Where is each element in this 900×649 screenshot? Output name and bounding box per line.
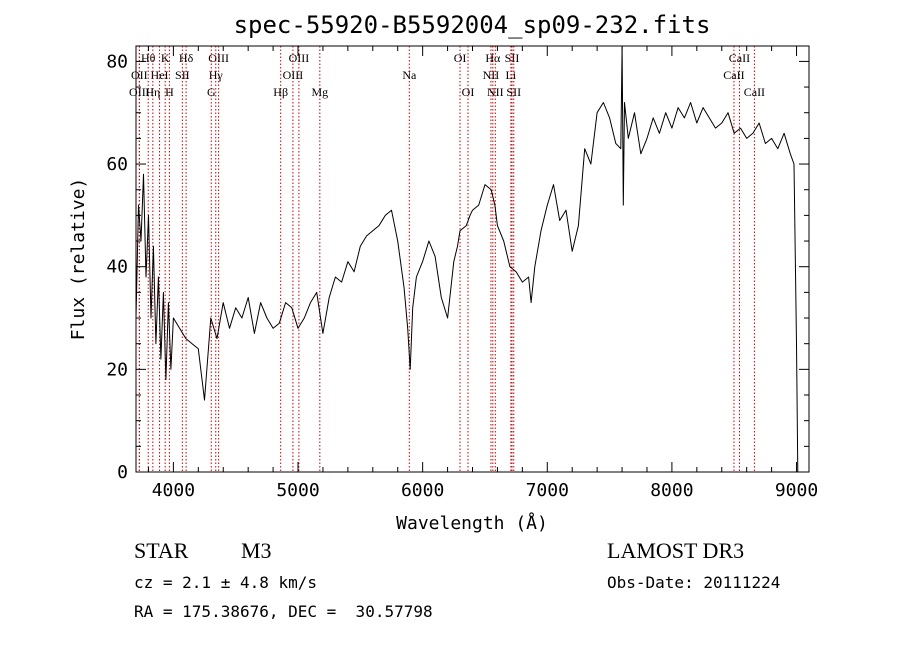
y-tick-label: 20 — [106, 359, 128, 380]
spectral-line-label: OIII — [129, 85, 150, 99]
spectral-line-label: Mg — [311, 85, 328, 99]
spectral-line-label: Li — [506, 68, 517, 82]
spectral-line-label: Hα — [485, 51, 501, 65]
spectral-line-label: Hβ — [273, 85, 288, 99]
spectral-line-label: K — [161, 51, 170, 65]
spectral-line-label: OI — [454, 51, 467, 65]
y-tick-label: 40 — [106, 257, 128, 278]
redshift-cz: cz = 2.1 ± 4.8 km/s — [134, 573, 318, 592]
chart-title: spec-55920-B5592004_sp09-232.fits — [234, 11, 711, 39]
y-tick-label: 80 — [106, 51, 128, 72]
x-tick-label: 5000 — [276, 480, 319, 501]
x-tick-label: 6000 — [401, 480, 444, 501]
x-tick-label: 7000 — [526, 480, 569, 501]
axis-ticks: 4000 5000 6000 7000 8000 9000 0 20 40 60 80 — [106, 46, 818, 501]
spectral-line-label: SII — [506, 85, 521, 99]
spectral-line-label: G — [207, 85, 216, 99]
obs-date: Obs-Date: 20111224 — [607, 573, 781, 592]
spectral-line-label: OIII — [283, 68, 304, 82]
spectral-line-label: OIII — [289, 51, 310, 65]
survey-name: LAMOST DR3 — [607, 538, 745, 563]
spectral-line-label: OIII — [208, 51, 229, 65]
spectrum-series — [135, 45, 799, 473]
spectrum-line — [135, 45, 799, 473]
x-tick-label: 8000 — [650, 480, 693, 501]
spectral-line-label: Hγ — [209, 68, 224, 82]
y-tick-label: 60 — [106, 154, 128, 175]
object-subclass: M3 — [241, 538, 272, 563]
spectral-line-label: CaII — [723, 68, 744, 82]
spectral-line-label: HeI — [151, 68, 169, 82]
spectral-line-label: NII — [483, 68, 500, 82]
spectral-line-label: Hδ — [179, 51, 194, 65]
object-class: STAR — [134, 538, 189, 563]
coordinates: RA = 175.38676, DEC = 30.57798 — [134, 602, 433, 621]
spectral-line-label: NII — [487, 85, 504, 99]
y-axis-label: Flux (relative) — [68, 178, 89, 341]
spectral-line-label: OI — [462, 85, 475, 99]
spectral-line-label: SII — [175, 68, 190, 82]
spectral-line-label: Hη — [145, 85, 160, 99]
x-tick-label: 9000 — [775, 480, 818, 501]
spectral-line-label: H — [165, 85, 174, 99]
y-tick-label: 0 — [117, 462, 128, 483]
spectral-line-label: CaII — [744, 85, 765, 99]
spectral-line-label: Hθ — [141, 51, 156, 65]
x-tick-label: 4000 — [152, 480, 195, 501]
spectral-line-label: Na — [402, 68, 417, 82]
x-axis-label: Wavelength (Å) — [396, 512, 548, 534]
plot-frame — [135, 45, 810, 473]
spectral-line-label: SII — [505, 51, 520, 65]
spectral-line-label: CaII — [729, 51, 750, 65]
